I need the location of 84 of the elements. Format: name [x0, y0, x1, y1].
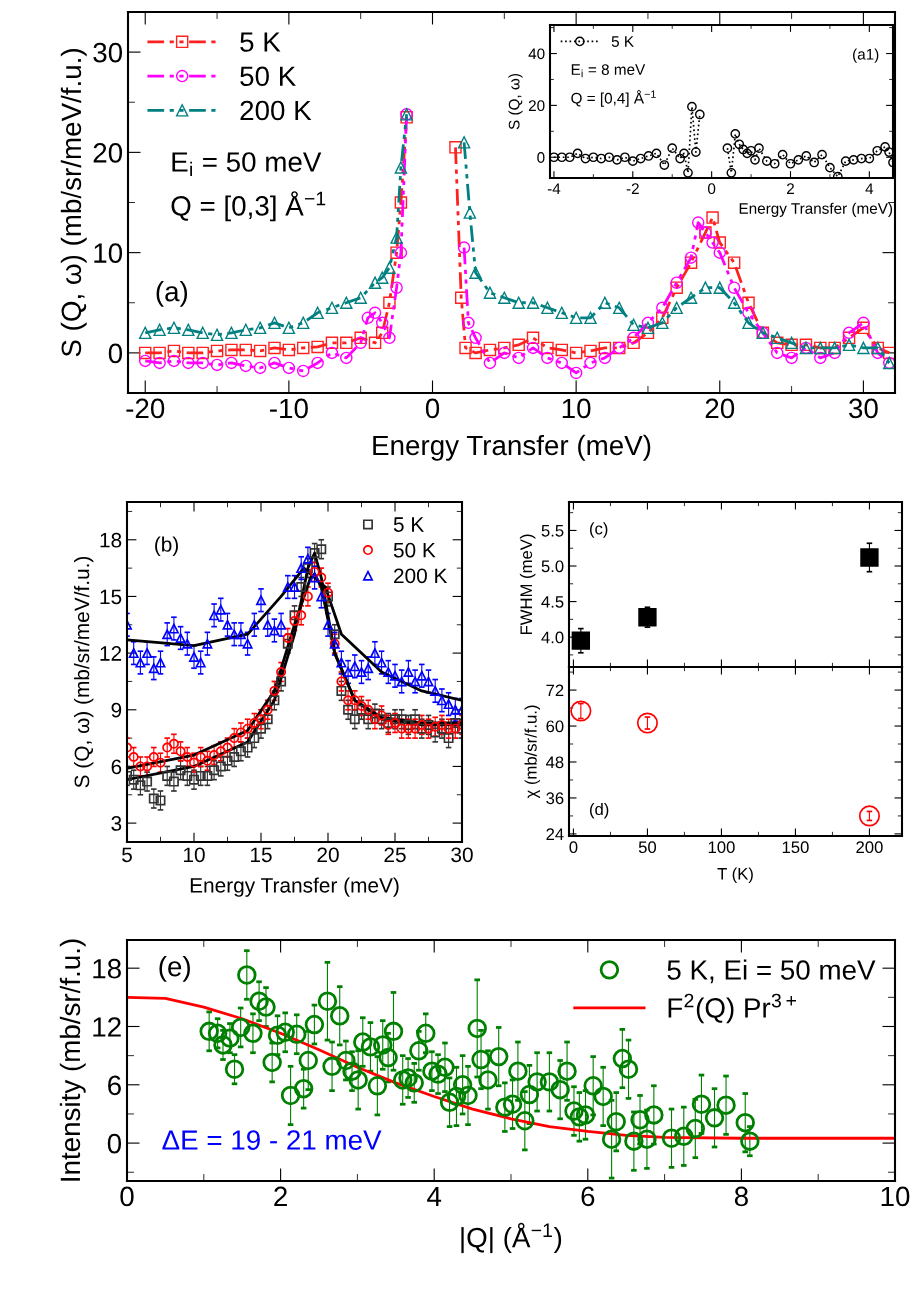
- y-tick-label: 40: [528, 48, 545, 60]
- y-tick-label: 0: [107, 1133, 122, 1154]
- x-tick-label: 8: [734, 1186, 748, 1207]
- y-axis-title: S (Q, ω) (mb/sr/meV/f.u.): [60, 49, 87, 357]
- annotation: E$_{i}$ = 8 meV: [571, 64, 646, 78]
- y-axis-title: FWHM (meV): [519, 534, 536, 635]
- y-tick-label: 60: [546, 720, 564, 733]
- y-tick-label: 0: [537, 152, 545, 163]
- x-tick-label: 20: [317, 847, 339, 863]
- x-tick-label: 25: [384, 847, 406, 863]
- x-axis-title: Energy Transfer (meV): [373, 434, 651, 461]
- legend-label: 5 K, Ei = 50 meV: [667, 959, 876, 984]
- y-tick-label: 18: [93, 958, 121, 979]
- x-axis-title: Energy Transfer (meV): [739, 202, 893, 217]
- y-tick-label: 0: [108, 343, 123, 364]
- annotation: (b): [155, 536, 178, 556]
- y-tick-label: 20: [93, 143, 123, 163]
- x-tick-label: 15: [251, 847, 272, 863]
- x-tick-label: 100: [708, 841, 735, 854]
- x-tick-label: -4: [547, 183, 561, 194]
- x-tick-label: 4: [427, 1186, 442, 1206]
- x-tick-label: 0: [425, 398, 440, 419]
- x-tick-label: 10: [881, 1186, 910, 1207]
- annotation: (c): [590, 522, 608, 538]
- annotation: (a): [156, 280, 188, 307]
- legend-label: 50 K: [393, 542, 436, 558]
- annotation: Q = [0,3] Å$^{−1}$: [171, 191, 326, 222]
- x-tick-label: 20: [705, 398, 735, 419]
- x-axis-title: Energy Transfer (meV): [190, 877, 399, 897]
- y-tick-label: 12: [100, 646, 122, 661]
- x-tick-label: 200: [856, 841, 883, 854]
- legend-label: F$^{2}$(Q) Pr$^{3+}$: [668, 993, 796, 1024]
- annotation: (d): [590, 802, 609, 819]
- x-tick-label: -20: [126, 398, 165, 419]
- x-tick-label: 150: [782, 841, 809, 854]
- legend-label: 200 K: [394, 568, 448, 584]
- y-tick-label: 48: [545, 756, 564, 769]
- legend-label: 5 K: [393, 517, 425, 532]
- y-tick-label: 6: [108, 1075, 121, 1096]
- legend-label: 200 K: [240, 100, 312, 121]
- y-axis-title: S (Q, ω) (mb/sr/meV/f.u.): [73, 556, 94, 788]
- y-tick-label: 24: [546, 828, 564, 840]
- x-tick-label: 4: [865, 183, 874, 194]
- x-tick-label: 10: [184, 847, 205, 863]
- x-axis-title: T (K): [717, 867, 753, 884]
- y-tick-label: 9: [111, 702, 122, 718]
- annotation: (a1): [853, 48, 879, 63]
- y-tick-label: 10: [94, 243, 123, 263]
- x-tick-label: 0: [569, 841, 578, 854]
- y-axis-title: Intensity (mb/sr/f.u.): [59, 939, 86, 1181]
- y-tick-label: 36: [546, 792, 564, 805]
- y-tick-label: 4.0: [541, 631, 564, 644]
- annotation: (e): [159, 955, 190, 982]
- y-tick-label: 5.5: [541, 525, 564, 537]
- x-tick-label: -10: [270, 398, 308, 419]
- legend-label: 5 K: [240, 32, 281, 52]
- x-tick-label: 2: [787, 183, 794, 194]
- y-tick-label: 5.0: [541, 560, 564, 573]
- x-tick-label: 2: [274, 1186, 287, 1206]
- legend-label: 50 K: [240, 66, 296, 87]
- x-tick-label: 10: [562, 398, 591, 419]
- x-tick-label: 0: [707, 183, 716, 195]
- y-tick-label: 4.5: [541, 596, 564, 608]
- annotation: ΔE = 19 - 21 meV: [162, 1130, 382, 1150]
- y-tick-label: 18: [100, 532, 122, 548]
- x-axis-title: |Q| (Å$^{−1}$): [461, 1222, 562, 1254]
- x-tick-label: 6: [581, 1186, 595, 1207]
- annotation: E$_{i}$ = 50 meV: [172, 152, 322, 176]
- y-tick-label: 30: [93, 42, 123, 63]
- y-tick-label: 72: [546, 684, 564, 697]
- x-tick-label: 50: [638, 841, 657, 854]
- legend-label: 5 K: [611, 36, 634, 47]
- x-tick-label: 5: [122, 847, 132, 863]
- y-tick-label: 12: [93, 1017, 121, 1037]
- annotation: Q = [0,4] Å$^{−1}$: [571, 90, 656, 107]
- y-tick-label: 15: [100, 589, 122, 605]
- y-tick-label: 3: [111, 816, 122, 831]
- x-tick-label: -2: [626, 183, 639, 194]
- x-tick-label: 30: [451, 847, 473, 863]
- x-tick-label: 30: [849, 398, 878, 419]
- y-axis-title: χ (mb/sr/f.u.): [524, 705, 541, 799]
- y-tick-label: 20: [528, 100, 545, 112]
- y-axis-title: S (Q, ω): [508, 73, 523, 130]
- y-tick-label: 6: [111, 759, 122, 775]
